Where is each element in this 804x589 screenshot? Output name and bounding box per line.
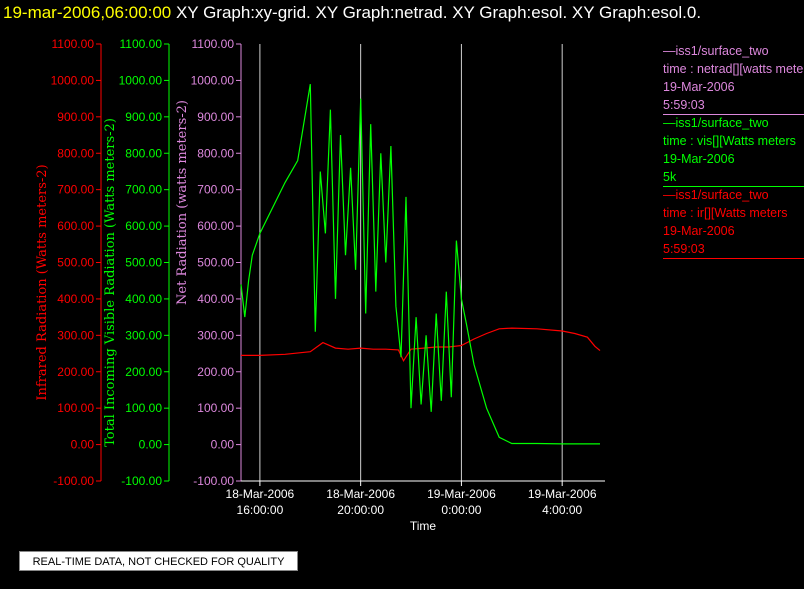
y-axis-label-vis: Total Incoming Visible Radiation (Watts … bbox=[103, 118, 118, 447]
y-tick-label: 100.00 bbox=[57, 401, 94, 415]
x-tick-label-date: 18-Mar-2006 bbox=[226, 487, 295, 501]
y-tick-label: 600.00 bbox=[57, 219, 94, 233]
y-tick-label: 300.00 bbox=[125, 328, 162, 342]
y-tick-label: 500.00 bbox=[57, 256, 94, 270]
y-tick-label: 0.00 bbox=[211, 438, 235, 452]
x-tick-label-time: 16:00:00 bbox=[237, 503, 284, 517]
y-tick-label: 1000.00 bbox=[119, 73, 163, 87]
y-tick-label: 1100.00 bbox=[192, 37, 235, 51]
legend-text: 19-Mar-2006 bbox=[663, 152, 735, 166]
y-tick-label: 900.00 bbox=[125, 110, 162, 124]
x-axis-label: Time bbox=[410, 519, 437, 533]
x-tick-label-time: 0:00:00 bbox=[441, 503, 481, 517]
y-tick-label: -100.00 bbox=[193, 474, 234, 488]
y-tick-label: 300.00 bbox=[197, 328, 234, 342]
series-line-vis bbox=[240, 84, 600, 445]
y-tick-label: 0.00 bbox=[71, 438, 95, 452]
legend-text: 5:59:03 bbox=[663, 98, 705, 112]
title-bar: 19-mar-2006,06:00:00 XY Graph:xy-grid. X… bbox=[3, 2, 701, 24]
legend-text: 5k bbox=[663, 170, 677, 184]
legend-text: time : ir[][Watts meters bbox=[663, 206, 788, 220]
y-tick-label: 1000.00 bbox=[51, 73, 95, 87]
y-axis-label-net: Net Radiation (watts meters-2) bbox=[175, 100, 190, 305]
y-tick-label: 900.00 bbox=[197, 110, 234, 124]
x-tick-label-time: 20:00:00 bbox=[337, 503, 384, 517]
y-tick-label: 600.00 bbox=[197, 219, 234, 233]
x-tick-label-date: 18-Mar-2006 bbox=[326, 487, 395, 501]
timestamp: 19-mar-2006,06:00:00 bbox=[3, 3, 172, 22]
quality-note: REAL-TIME DATA, NOT CHECKED FOR QUALITY bbox=[19, 551, 298, 571]
y-tick-label: 900.00 bbox=[57, 110, 94, 124]
legend-text: —iss1/surface_two bbox=[663, 188, 769, 202]
y-tick-label: 400.00 bbox=[57, 292, 94, 306]
y-tick-label: 1100.00 bbox=[120, 37, 163, 51]
y-tick-label: 1000.00 bbox=[191, 73, 235, 87]
legend-text: 19-Mar-2006 bbox=[663, 80, 735, 94]
y-tick-label: 500.00 bbox=[125, 256, 162, 270]
x-tick-label-date: 19-Mar-2006 bbox=[528, 487, 597, 501]
legend-separator bbox=[663, 186, 804, 205]
y-tick-label: 200.00 bbox=[197, 365, 234, 379]
y-tick-label: 200.00 bbox=[125, 365, 162, 379]
legend-text: 19-Mar-2006 bbox=[663, 224, 735, 238]
y-axis-label-ir: Infrared Radiation (Watts meters-2) bbox=[35, 164, 50, 400]
y-tick-label: 100.00 bbox=[125, 401, 162, 415]
y-tick-label: 600.00 bbox=[125, 219, 162, 233]
y-tick-label: 100.00 bbox=[197, 401, 234, 415]
y-tick-label: 400.00 bbox=[125, 292, 162, 306]
y-tick-label: -100.00 bbox=[121, 474, 162, 488]
graph-list: XY Graph:xy-grid. XY Graph:netrad. XY Gr… bbox=[175, 3, 702, 22]
y-tick-label: 1100.00 bbox=[52, 37, 95, 51]
y-tick-label: 400.00 bbox=[197, 292, 234, 306]
y-tick-label: 800.00 bbox=[125, 146, 162, 160]
y-tick-label: 500.00 bbox=[197, 256, 234, 270]
legend-text: —iss1/surface_two bbox=[663, 116, 769, 130]
legend-text: —iss1/surface_two bbox=[663, 44, 769, 58]
series-line-ir bbox=[241, 327, 601, 363]
legend-text: time : netrad[][watts meters bbox=[663, 62, 804, 76]
x-tick-label-date: 19-Mar-2006 bbox=[427, 487, 496, 501]
y-tick-label: 800.00 bbox=[197, 146, 234, 160]
y-tick-label: 800.00 bbox=[57, 146, 94, 160]
y-tick-label: 0.00 bbox=[139, 438, 163, 452]
legend-text: 5:59:03 bbox=[663, 242, 705, 256]
y-tick-label: 300.00 bbox=[57, 328, 94, 342]
y-tick-label: 200.00 bbox=[57, 365, 94, 379]
y-tick-label: 700.00 bbox=[125, 183, 162, 197]
y-tick-label: 700.00 bbox=[57, 183, 94, 197]
legend-separator bbox=[663, 114, 804, 133]
legend-text: time : vis[][Watts meters bbox=[663, 134, 796, 148]
y-tick-label: 700.00 bbox=[197, 183, 234, 197]
x-tick-label-time: 4:00:00 bbox=[542, 503, 582, 517]
legend-separator bbox=[663, 258, 804, 277]
y-tick-label: -100.00 bbox=[53, 474, 94, 488]
